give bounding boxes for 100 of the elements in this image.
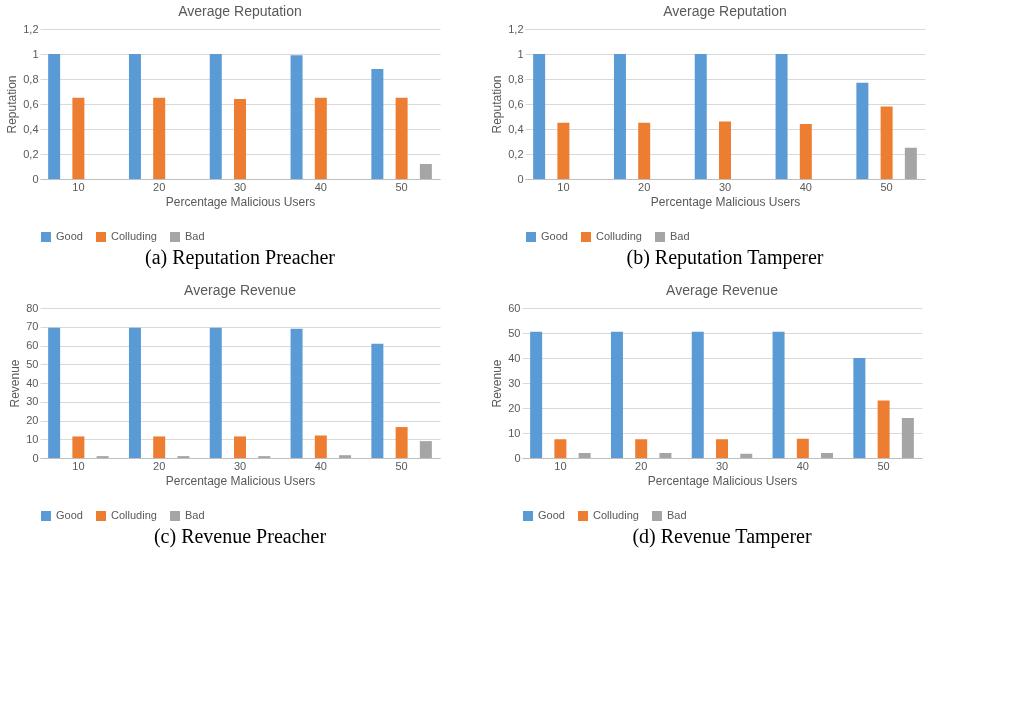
x-tick-label: 50 [395, 459, 408, 472]
legend-label: Good [538, 509, 565, 521]
bar [821, 453, 834, 458]
legend-label: Colluding [111, 230, 157, 242]
x-axis-title: Percentage Malicious Users [650, 194, 801, 209]
x-tick-label: 50 [880, 180, 893, 193]
text: (b) Reputation Tamperer [626, 246, 824, 269]
bar [371, 343, 384, 458]
bar [853, 358, 866, 458]
x-tick-label: 10 [72, 459, 85, 472]
y-tick-label: 10 [508, 426, 521, 439]
bar [877, 400, 890, 458]
x-tick-label: 30 [233, 459, 247, 472]
bar [880, 106, 893, 179]
bar [740, 453, 753, 458]
y-tick-label: 1 [32, 47, 39, 60]
y-tick-label: 0,6 [23, 97, 39, 110]
y-tick-label: 0 [514, 451, 521, 464]
x-tick-label: 50 [877, 459, 890, 472]
legend-label: Bad [185, 509, 205, 521]
bar [557, 122, 570, 179]
bar [128, 54, 141, 179]
y-tick-label: 0,8 [508, 72, 524, 85]
x-tick-label: 10 [554, 459, 567, 472]
bar [48, 54, 61, 179]
bar [72, 436, 85, 458]
y-tick-label: 0,2 [508, 147, 524, 160]
bar [209, 327, 222, 458]
x-tick-label: 40 [799, 180, 812, 193]
bar [72, 97, 85, 179]
bar [719, 121, 731, 179]
x-tick-label: 30 [715, 459, 729, 472]
bar [419, 164, 432, 179]
bar [694, 54, 707, 179]
bar [578, 453, 591, 458]
x-tick-label: 50 [395, 180, 408, 193]
bar [314, 435, 327, 458]
bar [796, 438, 809, 458]
y-tick-label: 40 [26, 376, 39, 389]
bar [856, 82, 869, 179]
legend-label: Good [541, 230, 568, 242]
y-tick-label: 60 [26, 339, 39, 351]
chart-title: Average Revenue [666, 282, 779, 298]
y-tick-label: 30 [508, 376, 521, 389]
bar [638, 122, 651, 179]
bar [209, 54, 222, 179]
y-axis-title: Reputation [5, 75, 20, 134]
bar [128, 327, 141, 458]
chart-title: Average Revenue [184, 282, 297, 298]
x-axis-title: Percentage Malicious Users [647, 473, 798, 488]
legend-label: Good [56, 230, 83, 242]
bar [659, 453, 672, 458]
chart-title: Average Reputation [178, 3, 302, 19]
bar [314, 97, 327, 179]
y-axis-title: Revenue [490, 359, 505, 408]
bar [290, 55, 303, 179]
y-tick-label: 1,2 [23, 22, 39, 35]
x-tick-label: 40 [796, 459, 809, 472]
bar [716, 439, 728, 458]
y-tick-label: 0,6 [508, 97, 524, 110]
bar [395, 427, 408, 458]
y-tick-label: 1 [517, 47, 524, 60]
y-tick-label: 80 [26, 301, 39, 314]
y-tick-label: 50 [508, 326, 521, 339]
y-tick-label: 0 [32, 451, 39, 464]
legend-label: Bad [185, 230, 205, 242]
bar [48, 327, 61, 458]
y-tick-label: 10 [26, 432, 39, 445]
y-tick-label: 0,4 [23, 122, 39, 135]
bar [904, 147, 917, 179]
chart-title: Average Reputation [663, 3, 787, 19]
x-axis-title: Percentage Malicious Users [165, 473, 316, 488]
x-tick-label: 20 [635, 459, 648, 472]
x-axis-title: Percentage Malicious Users [165, 194, 316, 209]
bar [533, 54, 546, 179]
y-tick-label: 20 [508, 401, 521, 414]
y-tick-label: 70 [26, 320, 39, 333]
y-tick-label: 50 [26, 357, 39, 370]
text: (c) Revenue Preacher [153, 525, 327, 548]
legend-label: Good [56, 509, 83, 521]
y-tick-label: 0 [32, 172, 39, 185]
text: (a) Reputation Preacher [145, 246, 336, 269]
text: (d) Revenue Tamperer [632, 525, 812, 548]
bar [530, 331, 543, 458]
bar [419, 441, 432, 458]
legend-label: Bad [670, 230, 690, 242]
legend-label: Colluding [111, 509, 157, 521]
y-tick-label: 1,2 [508, 22, 524, 35]
x-tick-label: 20 [153, 180, 166, 193]
y-tick-label: 60 [508, 301, 521, 314]
y-tick-label: 20 [26, 414, 39, 426]
x-tick-label: 40 [314, 180, 327, 193]
bar [901, 418, 914, 458]
legend-label: Colluding [593, 509, 639, 521]
y-axis-title: Reputation [490, 75, 505, 134]
y-tick-label: 40 [508, 351, 521, 364]
bar [234, 99, 246, 179]
legend-label: Colluding [596, 230, 642, 242]
bar [371, 69, 384, 179]
x-tick-label: 30 [233, 180, 247, 193]
